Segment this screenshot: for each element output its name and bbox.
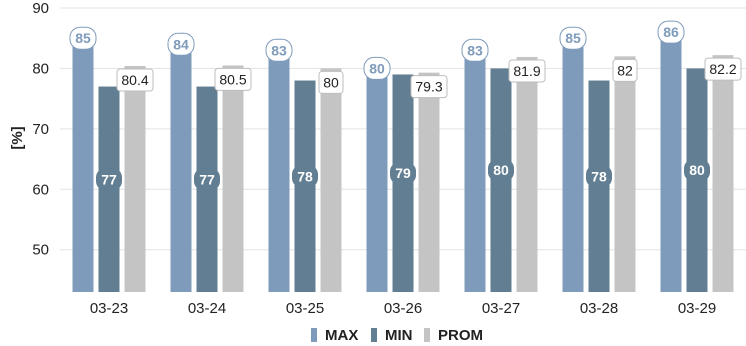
max-data-label: 80 — [369, 60, 385, 76]
x-tick-label: 03-29 — [678, 300, 716, 317]
prom-data-label: 80.4 — [121, 72, 148, 88]
y-tick-label: 70 — [32, 121, 49, 138]
min-label-box — [96, 168, 122, 191]
x-tick-label: 03-24 — [188, 300, 226, 317]
x-tick-label: 03-28 — [580, 300, 618, 317]
min-label-box — [488, 159, 514, 182]
y-tick-label: 80 — [32, 60, 49, 77]
prom-label-box — [318, 70, 344, 94]
y-tick-label: 50 — [32, 242, 49, 259]
prom-label-box — [214, 67, 252, 91]
prom-data-label: 82 — [617, 62, 633, 78]
y-tick-label: 60 — [32, 181, 49, 198]
bar-prom — [222, 65, 244, 292]
min-data-label: 80 — [689, 162, 705, 178]
max-data-label: 85 — [75, 30, 91, 46]
bar-max — [562, 38, 584, 292]
min-label-box — [194, 168, 220, 191]
max-label-box — [461, 38, 489, 62]
x-tick-label: 03-27 — [482, 300, 520, 317]
bar-prom — [418, 72, 440, 292]
bar-max — [660, 32, 682, 292]
legend-swatch-min — [371, 328, 377, 342]
prom-label-box — [116, 68, 154, 92]
y-axis: 50 60 70 80 90 — [32, 0, 49, 259]
bar-prom — [124, 66, 146, 292]
legend-label-prom: PROM — [438, 327, 483, 344]
legend-swatch-prom — [424, 328, 430, 342]
min-data-label: 78 — [591, 168, 607, 184]
bar-max — [366, 68, 388, 292]
prom-label-box — [612, 58, 638, 82]
x-tick-label: 03-23 — [90, 300, 128, 317]
max-label-box — [363, 56, 391, 80]
legend-swatch-max — [311, 328, 317, 342]
x-tick-label: 03-26 — [384, 300, 422, 317]
y-axis-label: [%] — [9, 126, 26, 149]
prom-label-box — [704, 57, 742, 81]
prom-label-box — [508, 59, 546, 83]
min-data-label: 77 — [101, 171, 117, 187]
min-data-label: 79 — [395, 165, 411, 181]
max-label-box — [265, 38, 293, 62]
bar-max — [464, 50, 486, 293]
prom-data-label: 80.5 — [219, 71, 246, 87]
bar-prom — [712, 55, 734, 293]
max-label-box — [559, 26, 587, 50]
prom-data-label: 82.2 — [709, 61, 736, 77]
prom-data-label: 80 — [323, 74, 339, 90]
min-label-box — [684, 159, 710, 182]
prom-data-label: 81.9 — [513, 63, 540, 79]
bar-max — [268, 50, 290, 293]
bar-max — [72, 38, 94, 292]
min-data-label: 78 — [297, 168, 313, 184]
min-data-label: 80 — [493, 162, 509, 178]
legend: MAX MIN PROM — [311, 327, 483, 344]
x-tick-label: 03-25 — [286, 300, 324, 317]
legend-label-max: MAX — [325, 327, 358, 344]
min-label-box — [586, 165, 612, 188]
max-data-label: 86 — [663, 24, 679, 40]
y-tick-label: 90 — [32, 0, 49, 17]
max-data-label: 83 — [271, 42, 287, 58]
bar-max — [170, 44, 192, 293]
bar-prom — [614, 56, 636, 293]
min-label-box — [292, 165, 318, 188]
max-label-box — [657, 20, 685, 44]
x-axis: 03-23 03-24 03-25 03-26 03-27 03-28 03-29 — [90, 300, 716, 317]
max-data-label: 84 — [173, 36, 189, 52]
max-label-box — [69, 26, 97, 50]
bars — [72, 32, 734, 293]
prom-label-box — [410, 75, 448, 99]
data-labels: 85 77 80.4 84 77 80.5 83 78 80 80 79 79.3 83 80 81.9 85… — [69, 20, 742, 191]
bar-prom — [516, 56, 538, 293]
prom-data-label: 79.3 — [415, 79, 442, 95]
min-data-label: 77 — [199, 171, 215, 187]
max-data-label: 83 — [467, 42, 483, 58]
legend-label-min: MIN — [385, 327, 413, 344]
min-label-box — [390, 162, 416, 185]
max-data-label: 85 — [565, 30, 581, 46]
bar-prom — [320, 68, 342, 292]
max-label-box — [167, 32, 195, 56]
